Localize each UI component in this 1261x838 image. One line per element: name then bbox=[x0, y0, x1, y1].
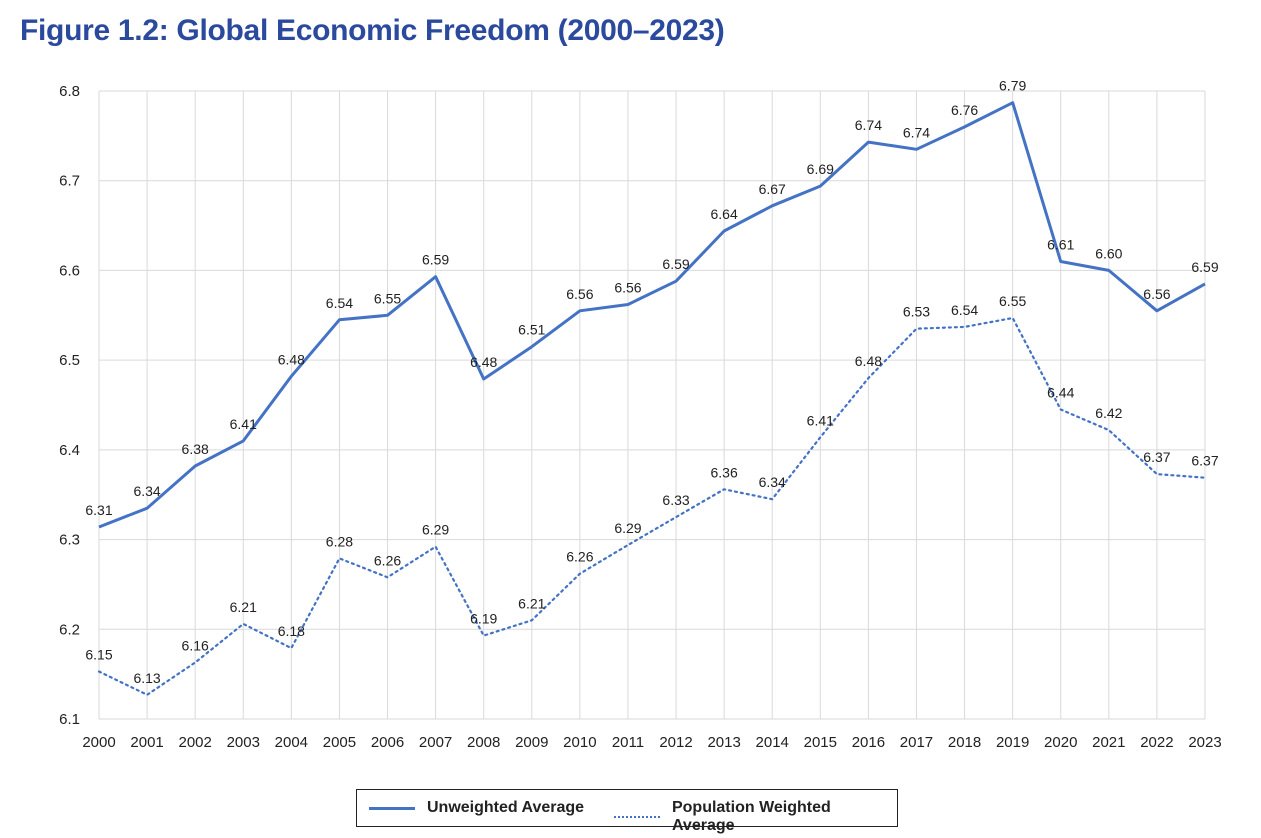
data-label: 6.64 bbox=[711, 206, 738, 222]
x-tick-label: 2021 bbox=[1092, 734, 1125, 751]
x-tick-label: 2017 bbox=[900, 734, 933, 751]
data-label: 6.41 bbox=[807, 412, 834, 428]
data-label: 6.55 bbox=[374, 290, 401, 306]
chart-title: Figure 1.2: Global Economic Freedom (200… bbox=[20, 14, 725, 47]
x-tick-label: 2008 bbox=[467, 734, 500, 751]
y-tick-label: 6.5 bbox=[59, 352, 80, 369]
data-label: 6.41 bbox=[230, 416, 257, 432]
x-tick-label: 2002 bbox=[178, 734, 211, 751]
legend-swatch-solid bbox=[369, 806, 415, 810]
x-tick-label: 2018 bbox=[948, 734, 981, 751]
data-label: 6.55 bbox=[999, 293, 1026, 309]
data-label: 6.48 bbox=[855, 353, 882, 369]
x-tick-label: 2006 bbox=[371, 734, 404, 751]
x-tick-label: 2020 bbox=[1044, 734, 1077, 751]
x-tick-label: 2014 bbox=[756, 734, 789, 751]
x-tick-label: 2012 bbox=[659, 734, 692, 751]
data-label: 6.36 bbox=[711, 464, 738, 480]
x-tick-label: 2010 bbox=[563, 734, 596, 751]
x-tick-label: 2009 bbox=[515, 734, 548, 751]
data-label: 6.56 bbox=[566, 286, 593, 302]
y-axis-ticks: 6.1 6.2 6.3 6.4 6.5 6.6 6.7 6.8 bbox=[59, 83, 80, 728]
data-label: 6.48 bbox=[470, 354, 497, 370]
data-label: 6.34 bbox=[133, 483, 160, 499]
data-label: 6.15 bbox=[85, 646, 112, 662]
data-label: 6.26 bbox=[566, 549, 593, 565]
data-label: 6.54 bbox=[326, 295, 353, 311]
x-tick-label: 2004 bbox=[275, 734, 308, 751]
x-tick-label: 2001 bbox=[130, 734, 163, 751]
data-label: 6.67 bbox=[759, 181, 786, 197]
data-label: 6.16 bbox=[182, 637, 209, 653]
legend-swatch-dotted bbox=[614, 816, 660, 818]
data-label: 6.34 bbox=[759, 474, 786, 490]
x-tick-label: 2011 bbox=[612, 734, 644, 751]
data-label: 6.44 bbox=[1047, 384, 1074, 400]
x-tick-label: 2022 bbox=[1140, 734, 1173, 751]
grid-lines bbox=[98, 90, 1206, 720]
x-axis-ticks: 2000 2001 2002 2003 2004 2005 2006 2007 2008 2009… bbox=[82, 734, 1221, 751]
data-label: 6.59 bbox=[422, 252, 449, 268]
series-line-unweighted bbox=[98, 101, 1206, 529]
x-tick-label: 2003 bbox=[227, 734, 260, 751]
data-label: 6.59 bbox=[662, 256, 689, 272]
data-label: 6.42 bbox=[1095, 405, 1122, 421]
data-label: 6.21 bbox=[518, 595, 545, 611]
x-tick-label: 2000 bbox=[82, 734, 115, 751]
legend: Unweighted Average Population Weighted A… bbox=[356, 789, 898, 834]
data-label: 6.76 bbox=[951, 102, 978, 118]
y-tick-label: 6.7 bbox=[59, 173, 80, 190]
legend-item-unweighted: Unweighted Average bbox=[369, 799, 584, 817]
series-lines bbox=[97, 101, 1207, 696]
x-tick-label: 2015 bbox=[804, 734, 837, 751]
data-label: 6.79 bbox=[999, 78, 1026, 94]
data-label: 6.74 bbox=[903, 124, 930, 140]
data-label: 6.53 bbox=[903, 304, 930, 320]
y-tick-label: 6.2 bbox=[59, 621, 80, 638]
data-label: 6.21 bbox=[230, 599, 257, 615]
data-label: 6.31 bbox=[85, 502, 112, 518]
data-label: 6.37 bbox=[1191, 453, 1218, 469]
data-label: 6.38 bbox=[182, 441, 209, 457]
data-label: 6.29 bbox=[614, 520, 641, 536]
legend-item-weighted: Population Weighted Average bbox=[614, 799, 897, 835]
x-tick-label: 2016 bbox=[852, 734, 885, 751]
data-label: 6.28 bbox=[326, 533, 353, 549]
y-tick-label: 6.6 bbox=[59, 262, 80, 279]
y-tick-label: 6.8 bbox=[59, 83, 80, 100]
y-tick-label: 6.1 bbox=[59, 711, 80, 728]
data-label: 6.33 bbox=[662, 492, 689, 508]
data-label: 6.51 bbox=[518, 322, 545, 338]
x-tick-label: 2013 bbox=[707, 734, 740, 751]
x-tick-label: 2007 bbox=[419, 734, 452, 751]
x-tick-label: 2005 bbox=[323, 734, 356, 751]
data-label: 6.74 bbox=[855, 117, 882, 133]
x-tick-label: 2019 bbox=[996, 734, 1029, 751]
series-line-population-weighted bbox=[97, 316, 1207, 696]
data-label: 6.54 bbox=[951, 302, 978, 318]
data-label: 6.56 bbox=[614, 280, 641, 296]
data-label: 6.56 bbox=[1143, 286, 1170, 302]
data-label: 6.59 bbox=[1191, 259, 1218, 275]
data-label: 6.26 bbox=[374, 552, 401, 568]
data-label: 6.61 bbox=[1047, 236, 1074, 252]
data-label: 6.19 bbox=[470, 611, 497, 627]
data-label: 6.13 bbox=[133, 670, 160, 686]
legend-label-unweighted: Unweighted Average bbox=[427, 799, 585, 816]
y-tick-label: 6.3 bbox=[59, 532, 80, 549]
data-labels: 6.31 6.34 6.38 6.41 6.48 6.54 6.55 6.59 6.48 6.51… bbox=[85, 78, 1218, 686]
x-tick-label: 2023 bbox=[1188, 734, 1221, 751]
data-label: 6.37 bbox=[1143, 449, 1170, 465]
data-label: 6.48 bbox=[278, 351, 305, 367]
data-label: 6.29 bbox=[422, 522, 449, 538]
data-label: 6.69 bbox=[807, 161, 834, 177]
data-label: 6.60 bbox=[1095, 245, 1122, 261]
data-label: 6.18 bbox=[278, 623, 305, 639]
y-tick-label: 6.4 bbox=[59, 442, 80, 459]
legend-label-weighted: Population Weighted Average bbox=[671, 799, 831, 834]
